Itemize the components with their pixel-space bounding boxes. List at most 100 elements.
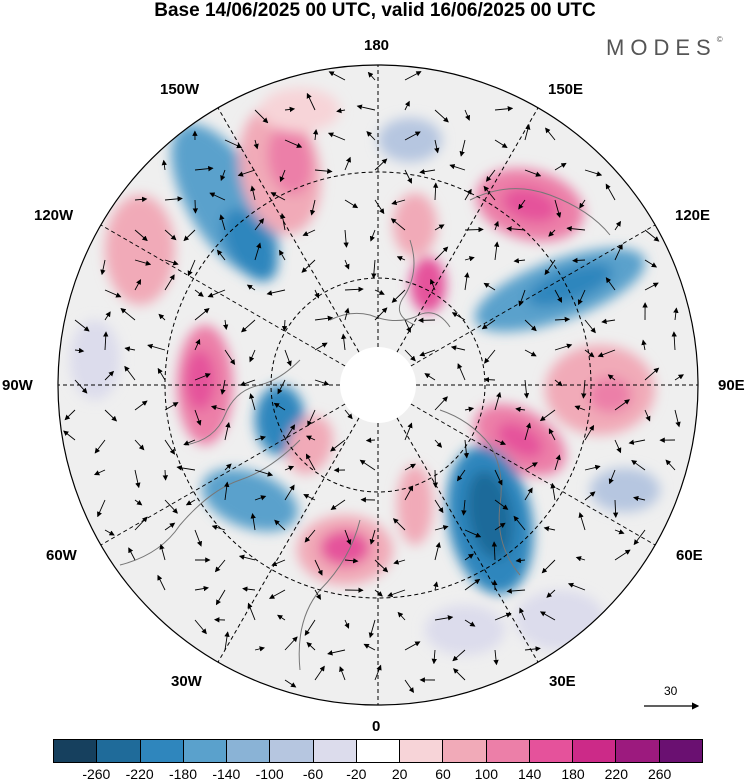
wind-vector (554, 199, 562, 218)
wind-vector (631, 459, 646, 471)
lon-label-60w: 60W (46, 547, 77, 564)
wind-vector (494, 391, 502, 411)
wind-vector (494, 139, 508, 148)
wind-vector (554, 289, 563, 303)
anomaly-blob (267, 125, 313, 195)
wind-vector (314, 379, 330, 386)
wind-vector (612, 499, 619, 518)
wind-vector (449, 164, 466, 171)
wind-vector (253, 139, 259, 150)
wind-vector (214, 559, 226, 573)
wind-vector (134, 499, 143, 506)
wind-vector (633, 495, 646, 502)
wind-vector (224, 631, 230, 651)
wind-vector (344, 199, 359, 209)
wind-vector (134, 229, 148, 242)
wind-vector (63, 430, 76, 441)
wind-vector (369, 229, 376, 242)
colorbar-swatch (399, 740, 443, 762)
wind-vector (513, 515, 526, 531)
wind-vector (207, 289, 226, 298)
wind-vector (284, 424, 296, 441)
wind-vector (491, 541, 498, 561)
wind-vector (584, 319, 596, 334)
wind-vector (103, 331, 109, 351)
wind-vector (194, 619, 207, 635)
meridian-line (396, 417, 539, 663)
wind-vector (366, 131, 376, 141)
wind-vector (194, 308, 210, 321)
wind-vector (134, 516, 148, 531)
wind-vector (194, 289, 204, 297)
wind-vector (579, 199, 586, 209)
anomaly-blob (320, 530, 370, 566)
wind-vector (336, 107, 346, 114)
wind-vector (314, 342, 328, 351)
wind-vector (309, 199, 316, 216)
meridian-line (410, 224, 656, 367)
wind-vector (404, 349, 416, 362)
wind-vector (341, 333, 347, 351)
wind-vector (194, 585, 209, 592)
wind-vector (266, 289, 286, 296)
wind-vector (159, 543, 166, 561)
colorbar-ticks: -260 -220 -180 -140 -100 -60 -20 20 60 100 140 180 2… (53, 766, 703, 782)
lon-label-180: 180 (364, 37, 390, 54)
wind-vector (254, 218, 265, 231)
wind-vector (483, 185, 496, 201)
wind-vector (584, 464, 601, 471)
wind-vector (524, 319, 537, 332)
wind-vector (515, 406, 526, 413)
wind-vector (419, 349, 436, 357)
wind-vector (224, 349, 236, 366)
wind-vector (365, 437, 376, 443)
wind-vector (215, 589, 226, 606)
wind-vectors (63, 71, 684, 694)
wind-vector (644, 409, 651, 422)
wind-vector (494, 439, 507, 446)
wind-vector (343, 229, 349, 248)
wind-vector (457, 363, 466, 381)
wind-vector (249, 393, 256, 411)
wind-vector (339, 666, 346, 681)
colorbar-swatch (442, 740, 486, 762)
wind-vector (93, 469, 106, 476)
wind-vector (185, 499, 196, 506)
wind-vector (614, 399, 630, 411)
wind-vector (644, 282, 659, 291)
wind-vector (194, 529, 203, 547)
wind-vector (404, 463, 416, 471)
wind-vector (314, 559, 323, 576)
colorbar-tick-label: -20 (346, 766, 367, 782)
wind-vector (494, 469, 503, 486)
wind-vector (284, 106, 296, 113)
wind-vector (374, 664, 382, 681)
wind-vector (524, 487, 533, 501)
colorbar-swatch (226, 740, 270, 762)
wind-vector (363, 643, 376, 651)
wind-vector (312, 129, 319, 141)
wind-vector (456, 469, 466, 482)
wind-vector (306, 92, 316, 111)
wind-vector (548, 229, 556, 237)
wind-vector (554, 316, 571, 323)
wind-vector (374, 158, 388, 171)
wind-vector (249, 349, 256, 363)
wind-vector (124, 365, 136, 381)
wind-vector (545, 127, 556, 141)
wind-vector (484, 349, 496, 364)
wind-vector (574, 405, 586, 411)
coastlines (119, 188, 611, 671)
wind-vector (302, 229, 316, 236)
wind-vector (238, 554, 256, 561)
wind-vector (247, 602, 256, 621)
wind-vector (494, 499, 509, 510)
wind-vector (450, 345, 466, 351)
wind-vector (544, 259, 556, 276)
reference-vector-arrow (644, 702, 700, 710)
wind-vector (434, 542, 441, 561)
wind-vector (494, 612, 512, 621)
colorbar-tick-label: -60 (302, 766, 324, 782)
anomaly-blob (105, 195, 175, 305)
lon-label-150e: 150E (548, 81, 584, 98)
